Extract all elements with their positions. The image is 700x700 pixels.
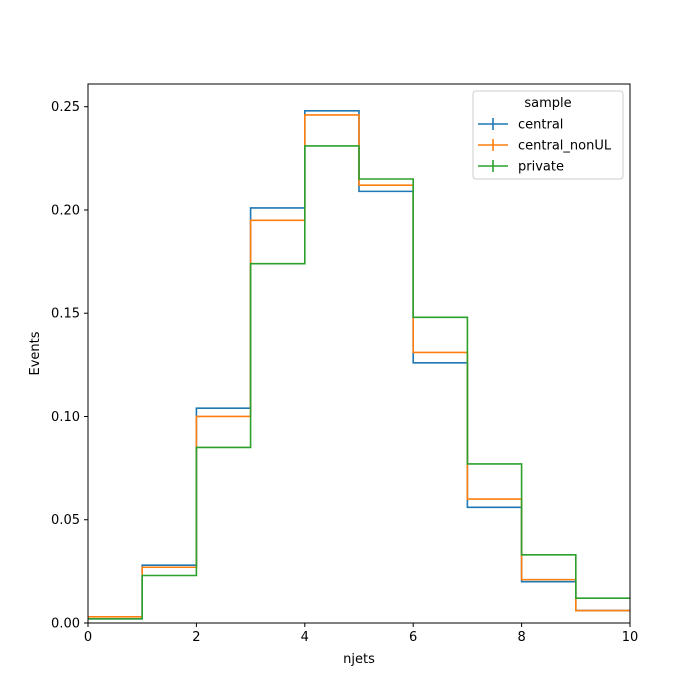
legend-title: sample [524, 96, 571, 111]
x-tick-label: 6 [409, 630, 417, 645]
series-layer [88, 110, 630, 620]
legend-label: central [518, 118, 563, 133]
y-axis-label: Events [28, 331, 43, 375]
y-axis-ticks: 0.00 0.05 0.10 0.15 0.20 0.25 [51, 100, 88, 632]
y-tick-label: 0.25 [51, 100, 80, 115]
y-tick-label: 0.20 [51, 203, 80, 218]
legend-label: central_nonUL [518, 139, 612, 154]
x-tick-label: 4 [301, 630, 309, 645]
y-tick-label: 0.05 [51, 513, 80, 528]
legend-entry-private: private [478, 160, 564, 175]
x-tick-label: 10 [622, 630, 639, 645]
x-axis-label: njets [343, 652, 375, 667]
series-private [88, 145, 630, 620]
x-axis-ticks: 0 2 4 6 8 10 [84, 623, 638, 645]
y-tick-label: 0.00 [51, 617, 80, 632]
x-tick-label: 8 [517, 630, 525, 645]
legend-box [472, 90, 624, 180]
y-tick-label: 0.10 [51, 410, 80, 425]
x-tick-label: 0 [84, 630, 92, 645]
plot-frame [87, 83, 631, 624]
x-tick-label: 2 [192, 630, 200, 645]
legend-label: private [518, 160, 564, 175]
series-line-private [88, 145, 630, 620]
legend-entry-central_nonUL: central_nonUL [478, 139, 612, 154]
y-tick-label: 0.15 [51, 307, 80, 322]
legend-entry-central: central [478, 118, 563, 133]
